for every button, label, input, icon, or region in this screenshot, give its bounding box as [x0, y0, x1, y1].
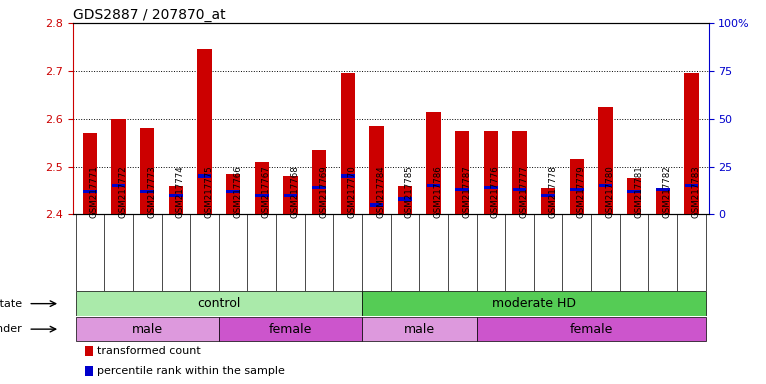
Bar [627, 179, 641, 214]
Bar [83, 133, 97, 214]
Text: percentile rank within the sample: percentile rank within the sample [97, 366, 285, 376]
Bar [283, 176, 297, 214]
Bar [512, 188, 526, 191]
Bar [656, 188, 669, 192]
Bar [76, 317, 219, 341]
Bar [484, 131, 498, 214]
Bar [398, 197, 412, 201]
Bar [312, 150, 326, 214]
Bar [226, 174, 241, 214]
Bar [484, 186, 498, 189]
Bar [476, 317, 705, 341]
Bar [684, 73, 699, 214]
Bar [598, 107, 613, 214]
Text: control: control [197, 297, 241, 310]
Bar [542, 194, 555, 197]
Bar [255, 194, 269, 197]
Bar [169, 185, 183, 214]
Bar [427, 184, 440, 187]
Text: disease state: disease state [0, 299, 22, 309]
Text: GSM217773: GSM217773 [147, 166, 156, 218]
Text: GSM217774: GSM217774 [176, 166, 185, 218]
Bar [341, 73, 355, 214]
Text: GSM217786: GSM217786 [434, 166, 443, 218]
Text: female: female [269, 323, 312, 336]
Bar [254, 162, 269, 214]
Text: GSM217782: GSM217782 [663, 166, 672, 218]
Bar [570, 159, 584, 214]
Bar [656, 188, 670, 214]
Text: GSM217781: GSM217781 [634, 166, 643, 218]
Text: GSM217770: GSM217770 [348, 166, 357, 218]
Bar [140, 128, 155, 214]
Bar [76, 291, 362, 316]
Bar [283, 194, 297, 197]
Bar [627, 190, 641, 193]
Text: GSM217776: GSM217776 [491, 166, 500, 218]
Text: gender: gender [0, 324, 22, 334]
Bar [86, 366, 93, 376]
Bar [456, 188, 469, 191]
Bar [198, 50, 211, 214]
Bar [362, 291, 705, 316]
Bar [219, 317, 362, 341]
Bar [169, 194, 182, 197]
Text: GSM217772: GSM217772 [119, 166, 128, 218]
Bar [427, 111, 440, 214]
Text: GSM217779: GSM217779 [577, 166, 586, 218]
Text: GSM217787: GSM217787 [462, 166, 471, 218]
Text: transformed count: transformed count [97, 346, 201, 356]
Bar [111, 119, 126, 214]
Bar [226, 190, 240, 193]
Bar [599, 184, 612, 187]
Bar [398, 185, 412, 214]
Text: moderate HD: moderate HD [492, 297, 576, 310]
Bar [362, 317, 476, 341]
Text: GSM217777: GSM217777 [519, 166, 529, 218]
Text: GSM217783: GSM217783 [692, 166, 700, 218]
Text: male: male [132, 323, 163, 336]
Bar [512, 131, 527, 214]
Text: GSM217775: GSM217775 [205, 166, 214, 218]
Text: GSM217785: GSM217785 [405, 166, 414, 218]
Bar [341, 174, 355, 178]
Bar [86, 346, 93, 356]
Bar [313, 186, 326, 189]
Text: female: female [569, 323, 613, 336]
Text: GSM217768: GSM217768 [290, 166, 300, 218]
Bar [198, 174, 211, 178]
Bar [685, 184, 698, 187]
Bar [369, 203, 383, 207]
Bar [455, 131, 470, 214]
Text: GSM217769: GSM217769 [319, 166, 328, 218]
Text: GDS2887 / 207870_at: GDS2887 / 207870_at [73, 8, 225, 22]
Bar [570, 188, 584, 191]
Text: GSM217767: GSM217767 [262, 166, 271, 218]
Text: GSM217780: GSM217780 [605, 166, 614, 218]
Text: male: male [404, 323, 435, 336]
Bar [541, 188, 555, 214]
Text: GSM217771: GSM217771 [90, 166, 99, 218]
Text: GSM217784: GSM217784 [376, 166, 385, 218]
Text: GSM217778: GSM217778 [548, 166, 557, 218]
Bar [83, 190, 97, 193]
Text: GSM217766: GSM217766 [233, 166, 242, 218]
Bar [369, 126, 384, 214]
Bar [112, 184, 126, 187]
Bar [140, 190, 154, 193]
